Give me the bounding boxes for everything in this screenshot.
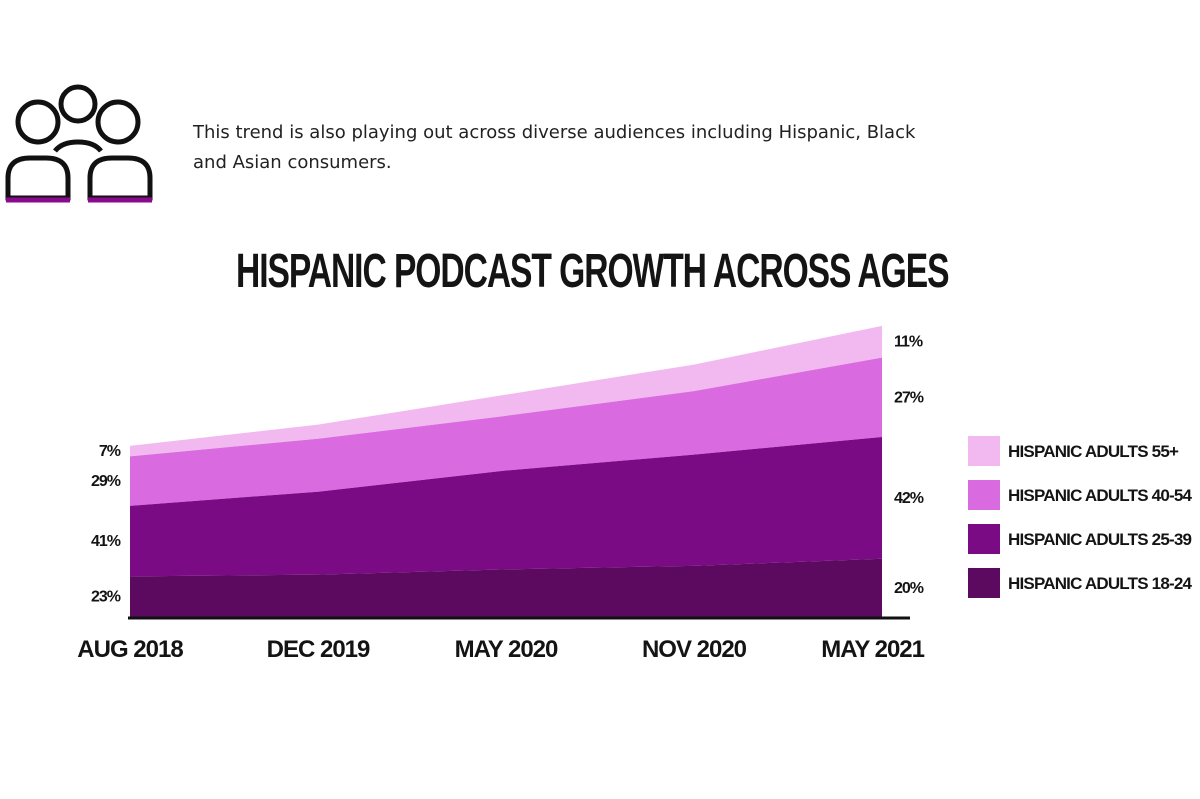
x-tick-label: AUG 2018 — [77, 636, 183, 663]
x-tick-label: MAY 2020 — [455, 636, 558, 663]
end-share-label: 27% — [894, 389, 924, 406]
legend-label: HISPANIC ADULTS 18-24 — [1008, 574, 1192, 593]
start-share-label: 29% — [91, 473, 121, 490]
legend-swatch — [968, 436, 1000, 466]
legend-swatch — [968, 568, 1000, 598]
people-group-icon — [5, 84, 153, 203]
start-share-label: 23% — [91, 589, 121, 606]
intro-text: This trend is also playing out across di… — [193, 122, 916, 173]
start-share-label: 7% — [99, 443, 121, 460]
end-share-label: 20% — [894, 580, 924, 597]
legend-label: HISPANIC ADULTS 40-54 — [1008, 486, 1192, 505]
legend-swatch — [968, 524, 1000, 554]
area-hispanic-adults-55 — [130, 325, 882, 457]
chart-title: HISPANIC PODCAST GROWTH ACROSS AGES — [236, 245, 949, 298]
x-tick-label: DEC 2019 — [267, 636, 370, 663]
legend-label: HISPANIC ADULTS 55+ — [1008, 442, 1179, 461]
area-hispanic-adults-25-39 — [130, 437, 882, 577]
end-share-label: 11% — [894, 334, 923, 351]
start-share-label: 41% — [91, 533, 121, 550]
legend: HISPANIC ADULTS 55+ HISPANIC ADULTS 40-54… — [968, 436, 1193, 598]
area-hispanic-adults-18-24 — [130, 558, 882, 617]
x-tick-label: MAY 2021 — [821, 636, 924, 663]
x-tick-label: NOV 2020 — [642, 636, 747, 663]
area-hispanic-adults-40-54 — [130, 357, 882, 506]
legend-swatch — [968, 480, 1000, 510]
legend-label: HISPANIC ADULTS 25-39 — [1008, 530, 1191, 549]
end-share-label: 42% — [894, 490, 924, 507]
